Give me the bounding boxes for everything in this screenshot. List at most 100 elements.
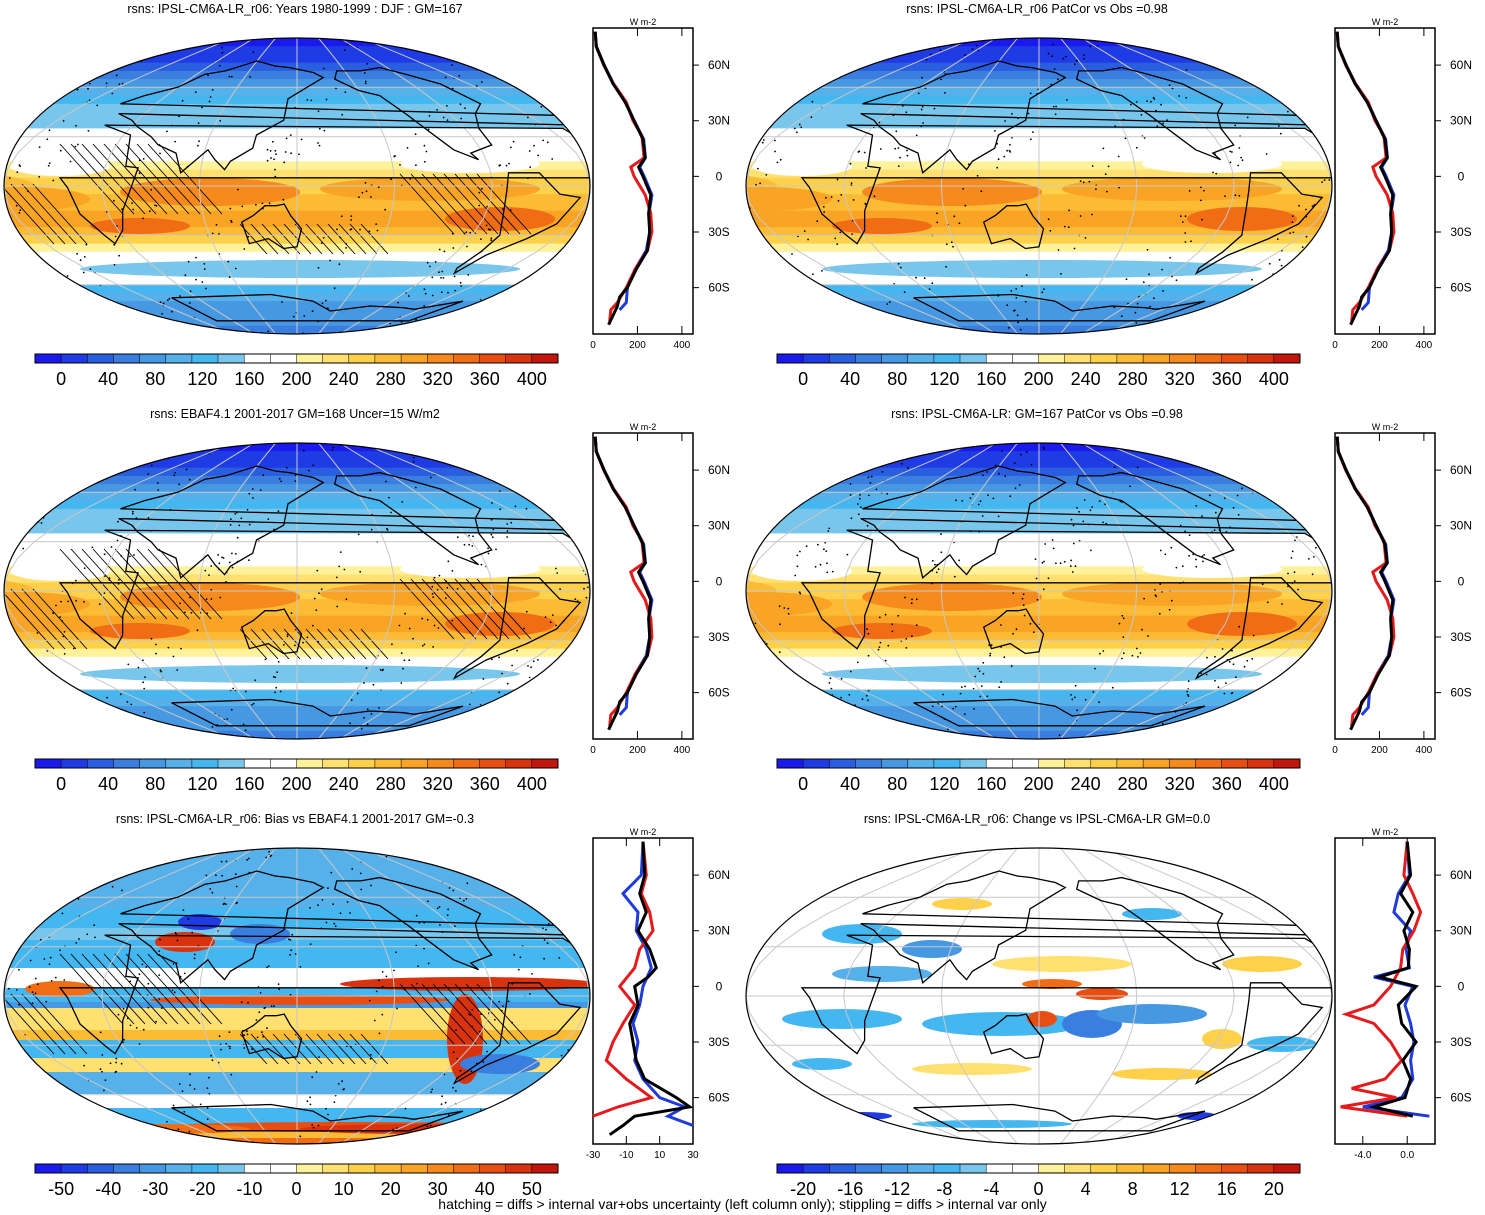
map-border	[3, 442, 591, 740]
profile-lat-label: 30N	[1450, 114, 1472, 128]
profile-xtick-label: 200	[629, 745, 646, 756]
colorbar-swatch	[1012, 758, 1040, 769]
colorbar-frame	[776, 1163, 1301, 1174]
colorbar-swatch	[165, 758, 193, 769]
colorbar: -50 -40 -30 -20 -10 0 10 20 30 40 50	[34, 1163, 559, 1199]
profile-xtick-label: 0.0	[1400, 1150, 1414, 1161]
colorbar-swatch	[1038, 1163, 1066, 1174]
colorbar-tick-label: 400	[517, 774, 547, 794]
profile-xtick-label: 10	[654, 1150, 666, 1161]
panel-6: rsns: IPSL-CM6A-LR_r06: Change vs IPSL-C…	[742, 810, 1484, 1215]
colorbar-swatch	[374, 1163, 402, 1174]
colorbar-swatch	[1142, 758, 1170, 769]
colorbar-swatch	[243, 353, 271, 364]
colorbar-swatch	[907, 353, 935, 364]
profile-xtick-label: 0	[1332, 340, 1338, 351]
colorbar-swatch	[87, 1163, 114, 1174]
profile-lat-label: 60N	[708, 868, 730, 882]
profile-unit-label: W m-2	[1372, 17, 1399, 27]
profile-lat-label: 0	[1458, 169, 1465, 183]
colorbar-swatch	[217, 758, 245, 769]
profile-xtick-label: 400	[674, 340, 691, 351]
colorbar-tick-label: 30	[428, 1179, 448, 1199]
colorbar-swatch	[139, 353, 167, 364]
plot-svg: 0 40 80 120 160 200 240 280 320 360 400 W m-2 0 200 40…	[3, 422, 730, 794]
colorbar-swatch	[933, 1163, 961, 1174]
colorbar-tick-label: 360	[470, 369, 500, 389]
colorbar-tick-label: 240	[329, 774, 359, 794]
coastlines	[800, 465, 1332, 727]
colorbar-tick-label: 160	[976, 774, 1006, 794]
panel-title: rsns: IPSL-CM6A-LR_r06: Change vs IPSL-C…	[863, 812, 1211, 826]
zonal-profile: W m-2 -4.0 0.0 60N 30N 0 30S 60S	[1334, 827, 1472, 1161]
colorbar-tick-label: 240	[1071, 774, 1101, 794]
colorbar-tick-label: 40	[840, 774, 860, 794]
panel-3: rsns: EBAF4.1 2001-2017 GM=168 Uncer=15 …	[0, 405, 742, 810]
colorbar-swatch	[1169, 353, 1196, 364]
colorbar-swatch	[776, 758, 804, 769]
profile-lat-label: 30S	[1450, 225, 1471, 239]
plot-svg: -50 -40 -30 -20 -10 0 10 20 30 40 50 W m-2 -30 -10 10 3…	[3, 827, 730, 1199]
profile-lat-label: 60S	[708, 1091, 729, 1105]
profile-lat-label: 60N	[1450, 58, 1472, 72]
colorbar-swatch	[113, 1163, 141, 1174]
panel-title: rsns: IPSL-CM6A-LR_r06: Bias vs EBAF4.1 …	[115, 812, 475, 826]
colorbar-swatch	[1195, 758, 1223, 769]
colorbar-swatch	[881, 353, 909, 364]
profile-lat-label: 30N	[708, 519, 730, 533]
colorbar-swatch	[1090, 758, 1118, 769]
colorbar-tick-label: 120	[187, 774, 217, 794]
profile-unit-label: W m-2	[1372, 422, 1399, 432]
colorbar-swatch	[1116, 758, 1144, 769]
colorbar-tick-label: 160	[234, 369, 264, 389]
plot-svg: -20 -16 -12 -8 -4 0 4 8 12 16 20 W m-2 -4.0 0.0 60N 30N…	[745, 827, 1472, 1199]
map-border	[3, 847, 591, 1145]
colorbar-tick-label: 0	[798, 774, 808, 794]
colorbar-swatch	[1195, 353, 1223, 364]
panel-4: rsns: IPSL-CM6A-LR: GM=167 PatCor vs Obs…	[742, 405, 1484, 810]
colorbar-swatch	[1247, 758, 1275, 769]
plot-svg: 0 40 80 120 160 200 240 280 320 360 400 W m-2 0 200 40…	[745, 422, 1472, 794]
colorbar-swatch	[400, 1163, 428, 1174]
profile-lat-label: 30N	[708, 114, 730, 128]
colorbar-swatch	[959, 1163, 987, 1174]
colorbar-swatch	[322, 1163, 350, 1174]
profile-lat-label: 60N	[1450, 868, 1472, 882]
colorbar-swatch	[270, 353, 298, 364]
zonal-profile: W m-2 0 200 400 60N 30N 0 30S 60S	[590, 422, 730, 756]
colorbar-swatch	[1142, 1163, 1170, 1174]
panel-title: rsns: IPSL-CM6A-LR_r06: Years 1980-1999 …	[127, 2, 463, 16]
colorbar-swatch	[1116, 1163, 1144, 1174]
profile-xtick-label: 200	[1371, 745, 1388, 756]
colorbar-swatch	[479, 1163, 507, 1174]
colorbar-tick-label: 40	[98, 369, 118, 389]
colorbar-tick-label: -40	[95, 1179, 121, 1199]
profile-xtick-label: 400	[674, 745, 691, 756]
colorbar-swatch	[1038, 758, 1066, 769]
colorbar-tick-label: 280	[376, 774, 406, 794]
profile-line-obs	[1335, 436, 1395, 731]
profile-lat-label: 60S	[1450, 1091, 1471, 1105]
panel-5: rsns: IPSL-CM6A-LR_r06: Bias vs EBAF4.1 …	[0, 810, 742, 1215]
colorbar-swatch	[1116, 353, 1144, 364]
colorbar-frame	[34, 1163, 559, 1174]
colorbar-swatch	[907, 1163, 935, 1174]
profile-line-obs	[593, 436, 653, 731]
colorbar-tick-label: 12	[1170, 1179, 1190, 1199]
colorbar-swatch	[1247, 353, 1275, 364]
colorbar-tick-label: 400	[1259, 369, 1289, 389]
colorbar-tick-label: 360	[470, 774, 500, 794]
colorbar-swatch	[1012, 353, 1040, 364]
colorbar-tick-label: 400	[1259, 774, 1289, 794]
colorbar-tick-label: 50	[522, 1179, 542, 1199]
colorbar-swatch	[400, 353, 428, 364]
panel-title: rsns: IPSL-CM6A-LR: GM=167 PatCor vs Obs…	[891, 407, 1183, 421]
profile-lat-label: 30S	[708, 1035, 729, 1049]
plot-inner: -20 -16 -12 -8 -4 0 4 8 12 16 20 W m-2 -4.0 0.0 60N 30N…	[745, 827, 1472, 1199]
colorbar-swatch	[217, 353, 245, 364]
colorbar-swatch	[1221, 1163, 1249, 1174]
profile-lat-label: 0	[716, 979, 723, 993]
profile-lat-label: 60N	[708, 58, 730, 72]
profile-line-obs	[1368, 841, 1419, 1118]
colorbar-swatch	[829, 353, 856, 364]
